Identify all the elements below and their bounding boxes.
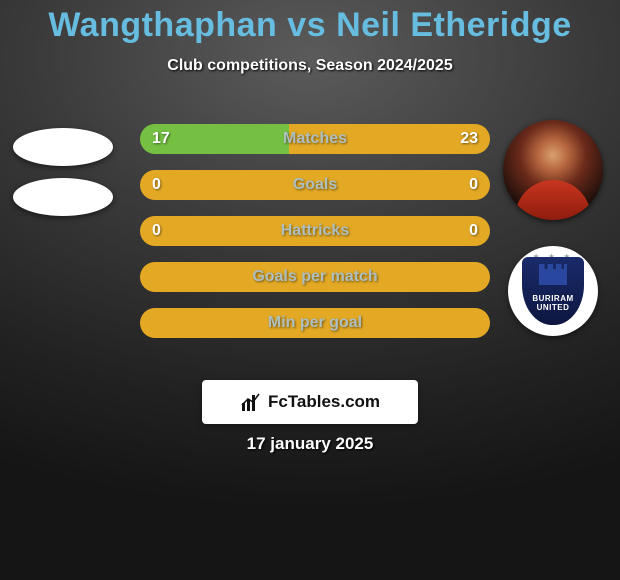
right-player-avatar xyxy=(503,120,603,220)
bar-label: Goals xyxy=(140,176,490,194)
bar-right-value: 0 xyxy=(469,222,478,240)
chart-icon xyxy=(240,391,262,413)
bar-left-value: 0 xyxy=(152,176,161,194)
stat-bar-row: Goals per match xyxy=(140,262,490,292)
bar-label: Hattricks xyxy=(140,222,490,240)
left-club-badge xyxy=(13,178,113,216)
right-player-column: ★ ★ ★ BURIRAM UNITED xyxy=(498,120,608,336)
bar-left-value: 17 xyxy=(152,130,170,148)
stat-bar-row: Goals0 0 xyxy=(140,170,490,200)
bar-left-value: 0 xyxy=(152,222,161,240)
date-text: 17 january 2025 xyxy=(0,434,620,454)
bar-right-value: 23 xyxy=(460,130,478,148)
brand-badge: FcTables.com xyxy=(202,380,418,424)
stat-bar-row: Hattricks0 0 xyxy=(140,216,490,246)
title-vs: vs xyxy=(287,6,326,44)
title-left: Wangthaphan xyxy=(48,6,277,44)
club-name-top: BURIRAM xyxy=(532,294,573,303)
title-right: Neil Etheridge xyxy=(336,6,572,44)
left-player-avatar xyxy=(13,128,113,166)
subtitle: Club competitions, Season 2024/2025 xyxy=(0,57,620,75)
page-title: Wangthaphan vs Neil Etheridge xyxy=(0,0,620,45)
bar-label: Goals per match xyxy=(140,268,490,286)
left-player-column xyxy=(8,116,118,216)
stat-bars: Matches1723Goals00Hattricks00Goals per m… xyxy=(140,124,490,354)
bar-label: Matches xyxy=(140,130,490,148)
stat-bar-row: Min per goal xyxy=(140,308,490,338)
right-club-badge: ★ ★ ★ BURIRAM UNITED xyxy=(508,246,598,336)
bar-label: Min per goal xyxy=(140,314,490,332)
club-castle-icon xyxy=(539,269,567,285)
stat-bar-row: Matches17 23 xyxy=(140,124,490,154)
club-name-bottom: UNITED xyxy=(537,303,570,312)
brand-text: FcTables.com xyxy=(268,392,380,412)
bar-right-value: 0 xyxy=(469,176,478,194)
